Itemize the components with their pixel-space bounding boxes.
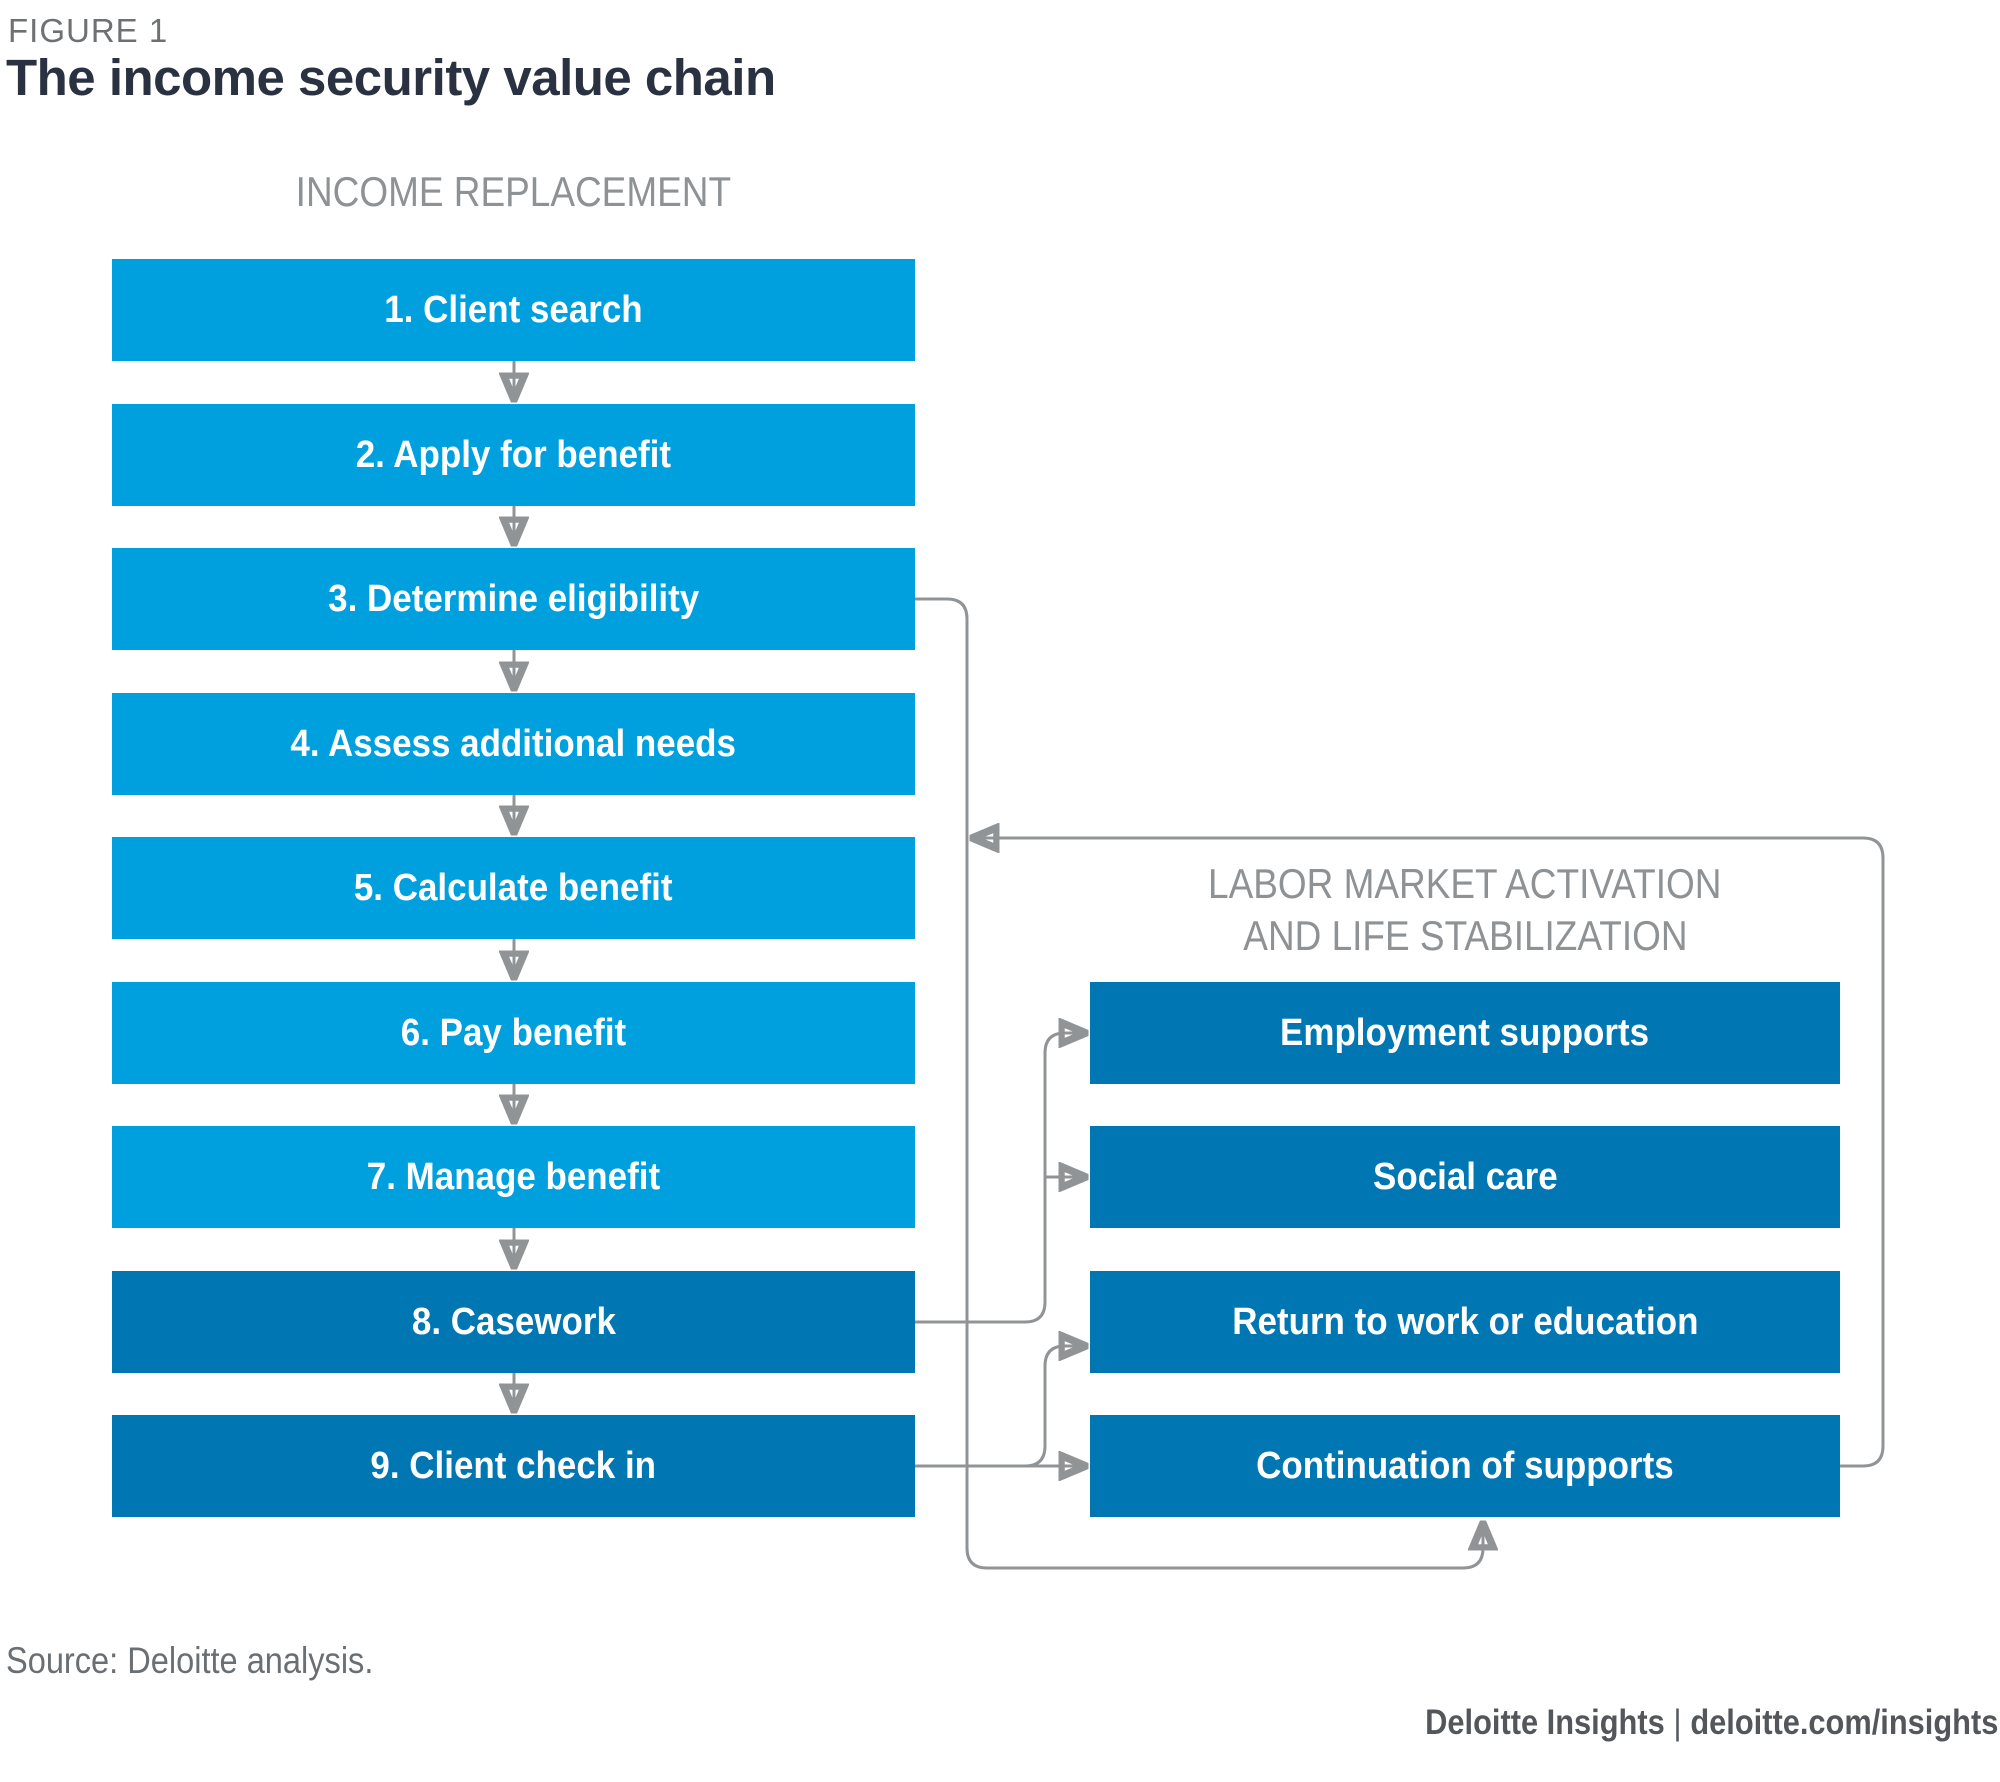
support-box-continuation-of-supports: Continuation of supports bbox=[1090, 1415, 1840, 1517]
connector-checkin-to-return-to-work bbox=[1024, 1346, 1086, 1468]
footer-url: deloitte.com/insights bbox=[1689, 1703, 1998, 1742]
connector-casework-to-employment-supports bbox=[915, 1033, 1086, 1324]
step-label: 8. Casework bbox=[411, 1300, 616, 1343]
footer-brand: Deloitte Insights bbox=[1424, 1703, 1665, 1742]
step-box-assess-additional-needs: 4. Assess additional needs bbox=[112, 693, 915, 795]
step-box-determine-eligibility: 3. Determine eligibility bbox=[112, 548, 915, 650]
support-box-return-to-work: Return to work or education bbox=[1090, 1271, 1840, 1373]
income-replacement-header: INCOME REPLACEMENT bbox=[112, 166, 915, 218]
step-box-calculate-benefit: 5. Calculate benefit bbox=[112, 837, 915, 939]
support-label: Return to work or education bbox=[1231, 1300, 1699, 1343]
step-box-casework: 8. Casework bbox=[112, 1271, 915, 1373]
step-label: 2. Apply for benefit bbox=[355, 433, 672, 476]
support-label: Continuation of supports bbox=[1256, 1444, 1674, 1487]
step-box-pay-benefit: 6. Pay benefit bbox=[112, 982, 915, 1084]
support-box-employment-supports: Employment supports bbox=[1090, 982, 1840, 1084]
step-label: 5. Calculate benefit bbox=[354, 866, 673, 909]
step-box-manage-benefit: 7. Manage benefit bbox=[112, 1126, 915, 1228]
footer: Deloitte Insights | deloitte.com/insights bbox=[1347, 1703, 1998, 1743]
income-replacement-header-text: INCOME REPLACEMENT bbox=[295, 168, 732, 215]
step-label: 7. Manage benefit bbox=[366, 1155, 661, 1198]
step-label: 1. Client search bbox=[384, 288, 643, 331]
support-box-social-care: Social care bbox=[1090, 1126, 1840, 1228]
step-label: 4. Assess additional needs bbox=[290, 722, 737, 765]
step-label: 6. Pay benefit bbox=[400, 1011, 627, 1054]
step-box-client-check-in: 9. Client check in bbox=[112, 1415, 915, 1517]
figure-title: The income security value chain bbox=[6, 49, 776, 106]
source-note: Source: Deloitte analysis. bbox=[6, 1640, 423, 1682]
source-note-text: Source: Deloitte analysis. bbox=[6, 1640, 374, 1681]
labor-market-header-line1: LABOR MARKET ACTIVATION bbox=[1208, 860, 1722, 907]
support-label: Employment supports bbox=[1280, 1011, 1650, 1054]
labor-market-header: LABOR MARKET ACTIVATION AND LIFE STABILI… bbox=[1090, 858, 1840, 962]
step-box-client-search: 1. Client search bbox=[112, 259, 915, 361]
step-box-apply-for-benefit: 2. Apply for benefit bbox=[112, 404, 915, 506]
footer-separator: | bbox=[1673, 1703, 1682, 1742]
support-label: Social care bbox=[1372, 1155, 1558, 1198]
step-label: 3. Determine eligibility bbox=[327, 577, 700, 620]
footer-text: Deloitte Insights | deloitte.com/insights bbox=[1425, 1703, 1998, 1743]
labor-market-header-line2: AND LIFE STABILIZATION bbox=[1242, 912, 1688, 959]
figure-label: FIGURE 1 bbox=[8, 12, 169, 49]
step-label: 9. Client check in bbox=[370, 1444, 657, 1487]
